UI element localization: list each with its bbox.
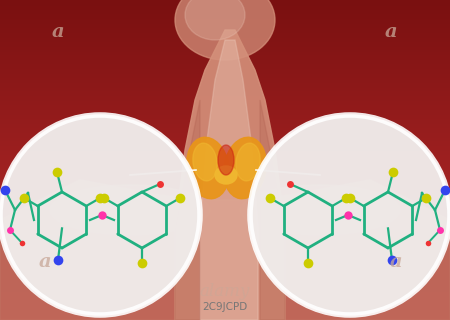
Ellipse shape: [236, 143, 260, 181]
Ellipse shape: [187, 137, 230, 199]
Polygon shape: [175, 100, 200, 320]
Ellipse shape: [224, 137, 266, 199]
Text: a: a: [385, 23, 398, 41]
Ellipse shape: [50, 185, 210, 235]
Ellipse shape: [240, 185, 400, 235]
Ellipse shape: [175, 0, 275, 60]
Ellipse shape: [215, 166, 237, 184]
Text: a: a: [390, 253, 402, 271]
Circle shape: [250, 115, 450, 315]
Text: 2C9JCPD: 2C9JCPD: [202, 302, 248, 312]
Ellipse shape: [185, 0, 245, 40]
Circle shape: [0, 115, 200, 315]
Ellipse shape: [193, 143, 217, 181]
Polygon shape: [200, 40, 258, 320]
Polygon shape: [175, 30, 285, 320]
Text: a: a: [39, 253, 51, 271]
Ellipse shape: [218, 145, 234, 175]
Polygon shape: [0, 180, 450, 320]
Polygon shape: [260, 100, 285, 320]
Text: a: a: [52, 23, 65, 41]
Text: alamy: alamy: [200, 283, 250, 300]
